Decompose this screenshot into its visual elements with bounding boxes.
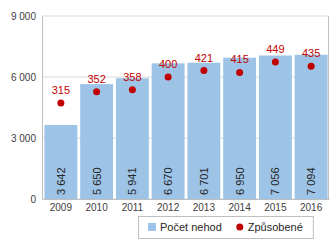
y-tick: 0 xyxy=(30,194,42,205)
point-label: 415 xyxy=(230,53,248,65)
point xyxy=(129,86,136,93)
bar xyxy=(116,78,149,199)
x-tick-label: 2010 xyxy=(86,202,109,213)
y-tick-label: 3 000 xyxy=(11,133,36,144)
bar xyxy=(187,63,220,199)
bar-label: 5 941 xyxy=(126,167,138,195)
legend-box xyxy=(139,217,314,239)
grid-line xyxy=(42,16,329,17)
y2-axis-line xyxy=(328,16,329,199)
point xyxy=(272,59,279,66)
legend: Počet nehod Způsobené xyxy=(139,217,314,239)
x-tick-label: 2011 xyxy=(122,202,144,213)
bar-label: 6 670 xyxy=(162,167,174,195)
legend-swatch xyxy=(148,223,156,231)
point-label: 435 xyxy=(302,47,320,59)
x-tick-label: 2013 xyxy=(193,202,216,213)
x-tick: 2011 xyxy=(122,199,144,213)
y-tick: 6 000 xyxy=(11,72,42,83)
x-tick: 2012 xyxy=(157,199,180,213)
y-tick-label: 9 000 xyxy=(11,11,36,22)
legend-item: Způsobené xyxy=(236,221,303,233)
bar xyxy=(223,58,256,199)
point-label: 358 xyxy=(123,71,141,83)
x-tick: 2015 xyxy=(264,199,287,213)
y-tick-label: 0 xyxy=(30,194,36,205)
bar xyxy=(44,125,77,199)
x-axis: 2009 2010 2011 2012 2013 2014 2015 2016 xyxy=(44,199,330,213)
bar-label: 7 094 xyxy=(305,167,317,195)
x-axis-line xyxy=(44,199,330,200)
point xyxy=(200,67,207,74)
bar-label: 3 642 xyxy=(55,167,67,195)
bar-label: 6 701 xyxy=(198,167,210,195)
point xyxy=(57,99,64,106)
legend-label: Počet nehod xyxy=(160,221,222,233)
legend-label: Způsobené xyxy=(248,221,303,233)
bar-label: 7 056 xyxy=(269,167,281,195)
y-axis-line xyxy=(42,17,43,200)
point-label: 400 xyxy=(159,58,177,70)
x-tick: 2014 xyxy=(229,199,252,213)
bar xyxy=(295,55,328,199)
y-tick-label: 6 000 xyxy=(11,72,36,83)
point xyxy=(236,69,243,76)
point-label: 421 xyxy=(195,52,213,64)
legend-item: Počet nehod xyxy=(148,221,222,233)
point-label: 449 xyxy=(266,43,284,55)
point xyxy=(93,88,100,95)
bar xyxy=(152,63,185,199)
x-tick-label: 2014 xyxy=(229,202,252,213)
bar-label: 6 950 xyxy=(234,167,246,195)
point-label: 315 xyxy=(52,84,70,96)
bar xyxy=(80,84,113,199)
y-tick: 9 000 xyxy=(11,11,42,22)
legend-swatch xyxy=(236,224,243,231)
x-tick: 2013 xyxy=(193,199,216,213)
bar xyxy=(259,56,292,199)
data-labels: 3 642 5 650 5 941 6 670 6 701 6 950 7 056 7 094… xyxy=(52,43,321,195)
y-tick: 3 000 xyxy=(11,133,42,144)
y-axis: 0 3 000 6 000 9 000 xyxy=(11,11,43,205)
x-tick: 2016 xyxy=(300,199,323,213)
grid xyxy=(42,16,329,199)
x-tick-label: 2015 xyxy=(264,202,287,213)
bar-label: 5 650 xyxy=(91,167,103,195)
x-tick-label: 2012 xyxy=(157,202,180,213)
point xyxy=(165,74,172,81)
point-label: 352 xyxy=(87,73,105,85)
chart: 3 642 5 650 5 941 6 670 6 701 6 950 7 056 7 094… xyxy=(0,0,330,248)
x-tick-label: 2016 xyxy=(300,202,323,213)
x-tick: 2010 xyxy=(86,199,109,213)
x-tick: 2009 xyxy=(50,199,73,213)
plot-area xyxy=(44,55,327,199)
point xyxy=(308,63,315,70)
x-tick-label: 2009 xyxy=(50,202,73,213)
